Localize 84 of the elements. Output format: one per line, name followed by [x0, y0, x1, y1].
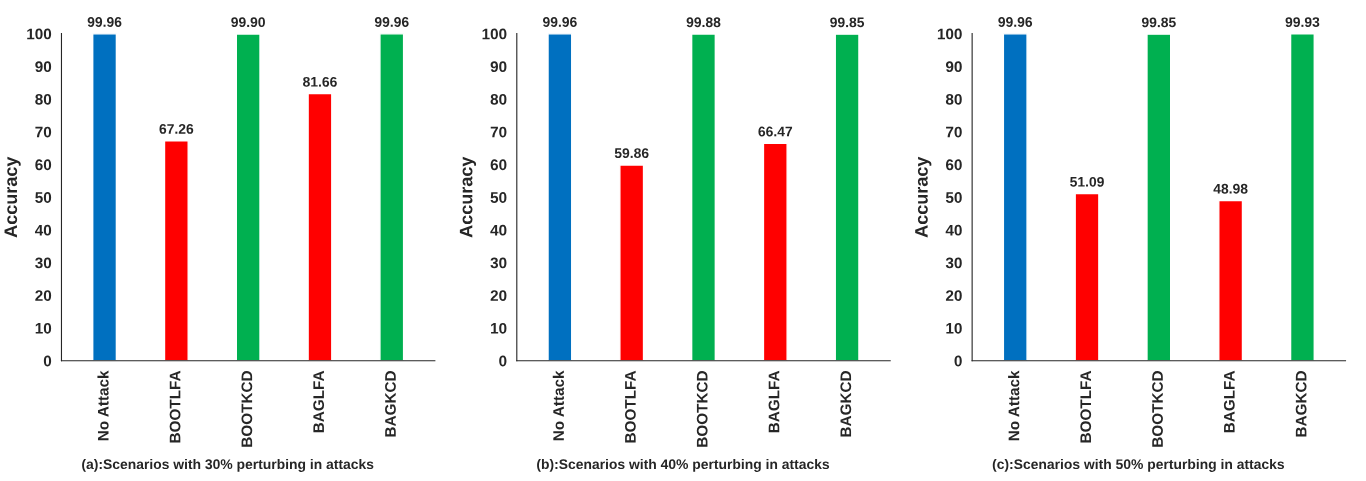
data-label: 99.88 [686, 17, 721, 28]
data-label: 99.96 [998, 17, 1033, 27]
data-label: 99.85 [1141, 17, 1176, 28]
y-tick-label: 80 [490, 93, 507, 105]
x-tick-label: BAGKCD [385, 371, 396, 437]
y-axis-title: Accuracy [4, 156, 21, 238]
bar [1074, 192, 1100, 361]
y-tick-label: 30 [490, 257, 507, 269]
y-tick-label: 50 [490, 192, 507, 203]
bar [834, 33, 860, 361]
y-tick-label: 0 [499, 355, 507, 367]
data-label: 99.96 [87, 17, 122, 27]
x-tick-label: No Attack [1008, 370, 1020, 441]
y-tick-label: 0 [954, 355, 962, 367]
y-tick-label: 0 [43, 355, 52, 367]
y-tick-label: 30 [945, 257, 962, 269]
x-tick-label: BAGLFA [768, 370, 780, 433]
y-tick-label: 20 [945, 290, 962, 302]
y-tick-label: 60 [490, 159, 507, 171]
bar [1146, 33, 1172, 361]
bar [163, 140, 189, 361]
y-tick-label: 10 [491, 322, 507, 334]
x-tick-label: BAGLFA [313, 370, 325, 433]
bar [619, 164, 645, 361]
x-tick-label: No Attack [552, 370, 564, 441]
y-tick-label: 40 [945, 224, 962, 236]
bar [235, 33, 261, 361]
bar [1289, 33, 1315, 361]
y-tick-label: 100 [27, 28, 52, 40]
y-tick-label: 100 [482, 28, 507, 40]
x-tick-label: BOOTKCD [1152, 371, 1163, 447]
y-tick-label: 10 [35, 322, 52, 334]
text: (a):Scenarios with 30% perturbing in attacks [82, 458, 374, 472]
bar [762, 142, 788, 361]
y-tick-label: 90 [945, 61, 962, 73]
data-label: 99.85 [830, 17, 865, 28]
bar [307, 92, 333, 361]
text: (c):Scenarios with 50% perturbing in attacks [992, 458, 1285, 472]
y-tick-label: 80 [35, 93, 52, 105]
data-label: 51.09 [1070, 176, 1104, 187]
data-label: 81.66 [303, 76, 337, 87]
x-tick-label: BOOTLFA [1080, 370, 1092, 443]
y-tick-label: 50 [945, 192, 962, 203]
y-tick-label: 90 [490, 61, 507, 73]
y-tick-label: 70 [946, 126, 962, 138]
bar [92, 33, 118, 361]
bar [690, 33, 717, 361]
x-tick-label: No Attack [97, 370, 109, 441]
data-label: 99.96 [374, 17, 409, 27]
y-tick-label: 40 [490, 224, 507, 236]
y-tick-label: 20 [35, 290, 52, 302]
bar [1218, 199, 1244, 361]
bar [1002, 33, 1028, 361]
data-label: 48.98 [1213, 183, 1248, 194]
y-tick-label: 100 [937, 28, 962, 40]
y-tick-label: 70 [35, 126, 52, 138]
x-tick-label: BOOTKCD [241, 371, 253, 447]
y-tick-label: 40 [34, 224, 52, 236]
x-tick-label: BAGLFA [1223, 370, 1235, 433]
text: (b):Scenarios with 40% perturbing in attacks [537, 458, 830, 472]
data-label: 67.26 [159, 124, 194, 134]
data-label: 59.86 [614, 148, 649, 159]
y-tick-label: 60 [35, 159, 52, 171]
x-tick-label: BOOTLFA [624, 370, 636, 443]
y-axis-title: Accuracy [459, 156, 477, 238]
data-label: 99.96 [542, 17, 577, 27]
y-tick-label: 50 [35, 192, 52, 203]
y-tick-label: 70 [490, 126, 507, 138]
y-axis-title: Accuracy [915, 156, 932, 238]
data-label: 99.90 [231, 17, 265, 28]
y-tick-label: 60 [945, 159, 962, 171]
data-label: 99.93 [1285, 17, 1320, 28]
y-tick-label: 90 [35, 61, 52, 73]
x-tick-label: BAGKCD [1295, 371, 1307, 437]
data-label: 66.47 [758, 126, 793, 137]
bar [379, 33, 405, 361]
y-tick-label: 30 [35, 257, 52, 269]
y-tick-label: 10 [946, 322, 962, 334]
y-tick-label: 20 [490, 290, 507, 302]
x-tick-label: BOOTLFA [169, 370, 181, 443]
x-tick-label: BAGKCD [840, 371, 852, 437]
x-tick-label: BOOTKCD [696, 371, 708, 447]
bar [547, 33, 573, 361]
y-tick-label: 80 [945, 93, 962, 105]
